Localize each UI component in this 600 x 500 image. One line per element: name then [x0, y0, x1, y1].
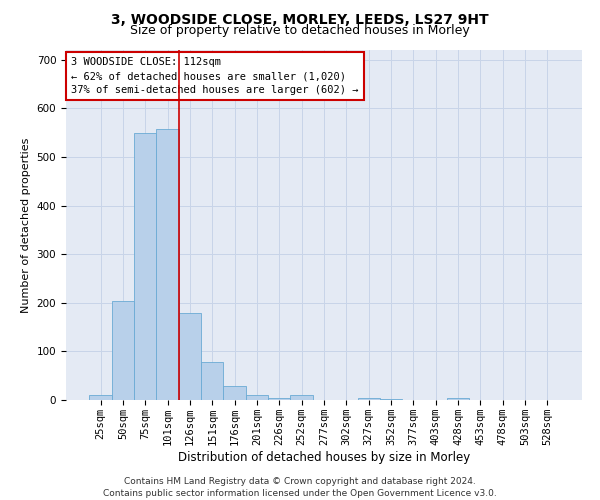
Bar	[246, 395, 268, 400]
Text: Contains HM Land Registry data © Crown copyright and database right 2024.
Contai: Contains HM Land Registry data © Crown c…	[103, 476, 497, 498]
Text: Size of property relative to detached houses in Morley: Size of property relative to detached ho…	[130, 24, 470, 37]
Bar	[447, 398, 469, 400]
Bar	[358, 398, 380, 400]
Bar	[89, 395, 112, 400]
Bar	[112, 302, 134, 400]
Bar	[223, 386, 246, 400]
Bar	[157, 129, 179, 400]
Text: 3 WOODSIDE CLOSE: 112sqm
← 62% of detached houses are smaller (1,020)
37% of sem: 3 WOODSIDE CLOSE: 112sqm ← 62% of detach…	[71, 57, 359, 95]
Y-axis label: Number of detached properties: Number of detached properties	[21, 138, 31, 312]
Bar	[268, 398, 290, 400]
X-axis label: Distribution of detached houses by size in Morley: Distribution of detached houses by size …	[178, 450, 470, 464]
Bar	[179, 314, 201, 400]
Bar	[134, 132, 157, 400]
Bar	[290, 395, 313, 400]
Bar	[380, 398, 402, 400]
Bar	[201, 362, 223, 400]
Text: 3, WOODSIDE CLOSE, MORLEY, LEEDS, LS27 9HT: 3, WOODSIDE CLOSE, MORLEY, LEEDS, LS27 9…	[111, 12, 489, 26]
